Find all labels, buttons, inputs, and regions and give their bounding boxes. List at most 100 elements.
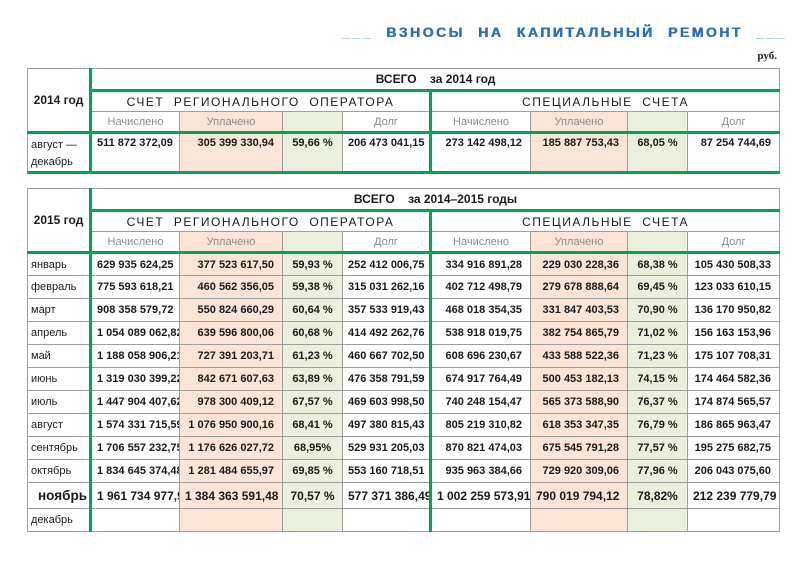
value-cell: 565 373 588,90: [530, 390, 628, 414]
currency-label: руб.: [757, 50, 777, 62]
table-2015: 2015 год ВСЕГО за 2014–2015 годы СЧЕТ РЕ…: [27, 188, 781, 532]
value-cell: 433 588 522,36: [530, 344, 628, 368]
value-cell: 334 916 891,28: [430, 252, 531, 276]
value-cell: 315 031 262,16: [342, 275, 432, 299]
table-row: март 908 358 579,72 550 824 660,29 60,64…: [27, 298, 781, 322]
value-cell: 740 248 154,47: [430, 390, 531, 414]
value-cell: 978 300 409,12: [179, 390, 283, 414]
period-cell: август: [27, 413, 92, 437]
colhead-debt: Долг: [342, 231, 432, 254]
percent-cell: 67,57 %: [282, 390, 343, 414]
colhead-paid: Уплачено: [179, 231, 283, 254]
value-cell: 529 931 205,03: [342, 436, 432, 460]
value-cell: [90, 508, 180, 532]
value-cell: 174 874 565,57: [686, 390, 781, 414]
period-cell: декабрь: [27, 508, 92, 532]
table-row: СЧЕТ РЕГИОНАЛЬНОГО ОПЕРАТОРА СПЕЦИАЛЬНЫЕ…: [28, 90, 781, 112]
period-cell: январь: [27, 252, 92, 276]
period-cell: март: [27, 298, 92, 322]
period-cell: август — декабрь: [27, 131, 92, 175]
value-cell: 908 358 579,72: [90, 298, 180, 322]
period-cell: ноябрь: [27, 482, 92, 509]
value-cell: 357 533 919,43: [342, 298, 432, 322]
title-underscore-right: ___: [742, 24, 787, 40]
percent-cell: 69,85 %: [282, 459, 343, 483]
table-row: июнь 1 319 030 399,22 842 671 607,63 63,…: [27, 367, 781, 391]
percent-cell: 74,15 %: [627, 367, 688, 391]
period-cell: февраль: [27, 275, 92, 299]
value-cell: 195 275 682,75: [686, 436, 781, 460]
percent-cell: 60,64 %: [282, 298, 343, 322]
value-cell: 1 961 734 977,97: [90, 482, 180, 509]
colhead-accrued: Начислено: [430, 231, 531, 254]
value-cell: 279 678 888,64: [530, 275, 628, 299]
value-cell: [530, 508, 628, 532]
table-2014: 2014 год ВСЕГО за 2014 год СЧЕТ РЕГИОНАЛ…: [27, 68, 781, 175]
value-cell: 675 545 791,28: [530, 436, 628, 460]
percent-cell: 71,02 %: [627, 321, 688, 345]
percent-cell: 59,66 %: [282, 131, 343, 175]
value-cell: [430, 508, 531, 532]
value-cell: [686, 508, 781, 532]
value-cell: 377 523 617,50: [179, 252, 283, 276]
percent-cell: 68,95%: [282, 436, 343, 460]
value-cell: 538 918 019,75: [430, 321, 531, 345]
period-cell: октябрь: [27, 459, 92, 483]
colhead-debt: Долг: [686, 111, 781, 134]
table-row: август — декабрь 511 872 372,09 305 399 …: [27, 131, 781, 175]
table-row: октябрь 1 834 645 374,48 1 281 484 655,9…: [27, 459, 781, 483]
value-cell: 727 391 203,71: [179, 344, 283, 368]
table-row: май 1 188 058 906,21 727 391 203,71 61,2…: [27, 344, 781, 368]
percent-cell: 76,79 %: [627, 413, 688, 437]
value-cell: 1 447 904 407,62: [90, 390, 180, 414]
section-regional-operator: СЧЕТ РЕГИОНАЛЬНОГО ОПЕРАТОРА: [90, 210, 432, 232]
colhead-debt: Долг: [342, 111, 432, 134]
percent-cell: [282, 508, 343, 532]
value-cell: 468 018 354,35: [430, 298, 531, 322]
value-cell: 273 142 498,12: [430, 131, 531, 175]
value-cell: 185 887 753,43: [530, 131, 628, 175]
page-title-text: ВЗНОСЫ НА КАПИТАЛЬНЫЙ РЕМОНТ: [386, 24, 743, 40]
table-row: Начислено Уплачено Долг Начислено Уплаче…: [28, 111, 781, 134]
table-row: 2014 год ВСЕГО за 2014 год: [27, 68, 781, 134]
title-underscore-left: ___: [341, 24, 387, 40]
value-cell: 156 163 153,96: [686, 321, 781, 345]
table-row: декабрь: [27, 508, 781, 532]
value-cell: 805 219 310,82: [430, 413, 531, 437]
table-row: август 1 574 331 715,59 1 076 950 900,16…: [27, 413, 781, 437]
percent-cell: 68,38 %: [627, 252, 688, 276]
percent-cell: 70,90 %: [627, 298, 688, 322]
value-cell: 186 865 963,47: [686, 413, 781, 437]
value-cell: 174 464 582,36: [686, 367, 781, 391]
value-cell: 1 574 331 715,59: [90, 413, 180, 437]
section-special-accounts: СПЕЦИАЛЬНЫЕ СЧЕТА: [429, 210, 781, 232]
value-cell: 1 002 259 573,91: [430, 482, 531, 509]
percent-cell: 77,96 %: [627, 459, 688, 483]
value-cell: 229 030 228,36: [530, 252, 628, 276]
value-cell: 553 160 718,51: [342, 459, 432, 483]
value-cell: 1 076 950 900,16: [179, 413, 283, 437]
period-cell: сентябрь: [27, 436, 92, 460]
table-row: 2015 год ВСЕГО за 2014–2015 годы: [27, 188, 781, 254]
colhead-percent: [282, 111, 343, 134]
period-cell: июнь: [27, 367, 92, 391]
section-regional-operator: СЧЕТ РЕГИОНАЛЬНОГО ОПЕРАТОРА: [90, 90, 432, 112]
value-cell: 87 254 744,69: [686, 131, 781, 175]
value-cell: 469 603 998,50: [342, 390, 432, 414]
value-cell: 618 353 347,35: [530, 413, 628, 437]
value-cell: [179, 508, 283, 532]
table-row: апрель 1 054 089 062,82 639 596 800,06 6…: [27, 321, 781, 345]
colhead-percent: [282, 231, 343, 254]
table-row: СЧЕТ РЕГИОНАЛЬНОГО ОПЕРАТОРА СПЕЦИАЛЬНЫЕ…: [28, 210, 781, 232]
value-cell: [342, 508, 432, 532]
percent-cell: 78,82%: [627, 482, 688, 509]
value-cell: 136 170 950,82: [686, 298, 781, 322]
value-cell: 1 834 645 374,48: [90, 459, 180, 483]
value-cell: 500 453 182,13: [530, 367, 628, 391]
value-cell: 252 412 006,75: [342, 252, 432, 276]
value-cell: 460 667 702,50: [342, 344, 432, 368]
value-cell: 212 239 779,79: [686, 482, 781, 509]
percent-cell: 71,23 %: [627, 344, 688, 368]
value-cell: 1 054 089 062,82: [90, 321, 180, 345]
value-cell: 1 706 557 232,75: [90, 436, 180, 460]
